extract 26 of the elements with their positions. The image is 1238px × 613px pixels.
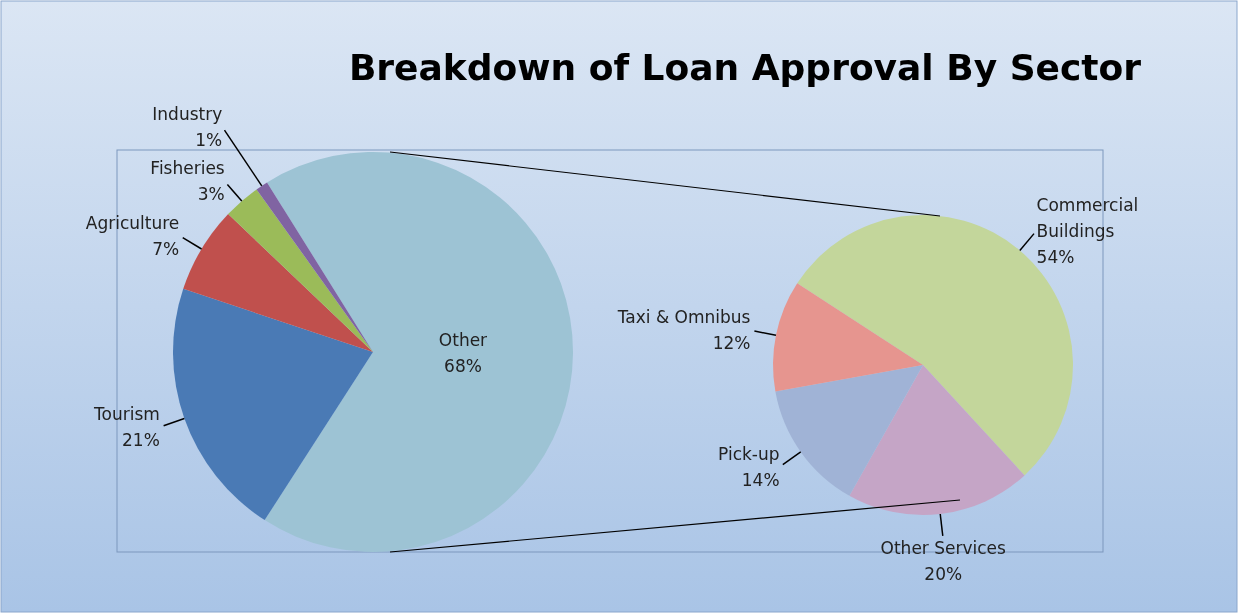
slice-label: Taxi & Omnibus [616,307,751,328]
slice-label: Tourism [93,404,160,425]
slice-label: Fisheries [150,158,225,179]
data-label: 3% [197,184,225,205]
data-label: 21% [122,430,160,451]
data-label: 7% [152,238,180,259]
pie-slice [773,283,923,392]
data-label: 14% [741,469,780,490]
pie-slice [228,189,373,352]
data-label: 68% [444,355,482,376]
slice-label: Agriculture [85,212,180,233]
slice-label: Other Services [880,537,1007,558]
data-label: 54% [1036,246,1075,267]
pie-slice [849,365,1025,515]
slice-label: Pick-up [718,443,780,464]
data-label: 20% [924,563,963,584]
data-label: 1% [195,129,223,150]
pie-slice [264,152,573,552]
data-label: 12% [712,333,751,354]
pie-slice [173,288,373,521]
pie-slice [183,214,373,352]
slice-label: Commercial Buildings [1036,194,1139,241]
slice-label: Other [438,329,488,350]
text: Breakdown of Loan Approval By Sector [348,47,1142,88]
pie-slice [256,182,373,352]
slice-label: Industry [152,103,223,124]
